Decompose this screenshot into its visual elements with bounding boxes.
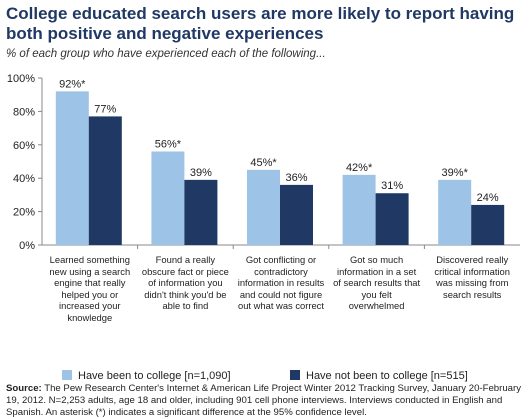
data-label-college: 42%* [346, 162, 373, 174]
bar-chart: 0% 20% 40% 60% 80% 100% 92%* 77% 56%* 39% 45%* 36% 4… [7, 73, 520, 252]
legend-label-college: Have been to college [n=1,090] [78, 370, 231, 382]
source-note: Source: The Pew Research Center's Intern… [6, 383, 524, 419]
data-label-not-college: 39% [190, 167, 212, 179]
data-label-not-college: 36% [285, 172, 307, 184]
legend-label-not-college: Have not been to college [n=515] [306, 370, 468, 382]
data-label-college: 56%* [155, 138, 182, 150]
bar-college [247, 169, 280, 245]
bar-not-college [184, 179, 218, 245]
y-tick-label: 80% [13, 106, 35, 118]
bar-college [151, 151, 185, 245]
data-label-not-college: 24% [477, 192, 499, 204]
y-tick-label: 60% [13, 140, 35, 152]
data-label-not-college: 31% [381, 180, 403, 192]
source-text: The Pew Research Center's Internet & Ame… [6, 383, 521, 418]
legend-item-college: Have been to college [n=1,090] [62, 370, 231, 382]
bar-not-college [375, 193, 409, 245]
y-tick-label: 20% [13, 207, 35, 219]
chart-subtitle: % of each group who have experienced eac… [6, 48, 326, 60]
y-tick-label: 40% [13, 173, 35, 185]
data-label-college: 92%* [59, 78, 86, 90]
bar-not-college [471, 204, 505, 245]
legend-item-not-college: Have not been to college [n=515] [290, 370, 468, 382]
bar-college [438, 179, 472, 245]
x-category-label: Got conflicting or contradictory informa… [237, 254, 325, 311]
bar-college [55, 91, 89, 245]
x-category-label: Discovered really critical information w… [434, 254, 510, 300]
data-label-college: 45%* [250, 157, 277, 169]
x-category-label: Learned something new using a search eng… [49, 254, 131, 323]
y-tick-label: 100% [7, 73, 35, 85]
legend-swatch-college [62, 370, 72, 380]
x-category-label: Found a really obscure fact or piece of … [141, 254, 229, 311]
bar-not-college [280, 184, 313, 245]
chart-title: College educated search users are more l… [6, 4, 515, 43]
legend: Have been to college [n=1,090] Have not … [62, 370, 522, 384]
legend-swatch-not-college [290, 370, 300, 380]
source-label: Source: [6, 383, 42, 394]
x-category-label: Got so much information in a set of sear… [333, 254, 421, 311]
data-label-college: 39%* [442, 167, 469, 179]
data-label-not-college: 77% [94, 103, 116, 115]
bar-not-college [88, 116, 122, 245]
y-tick-label: 0% [19, 240, 35, 252]
bar-college [342, 174, 376, 245]
